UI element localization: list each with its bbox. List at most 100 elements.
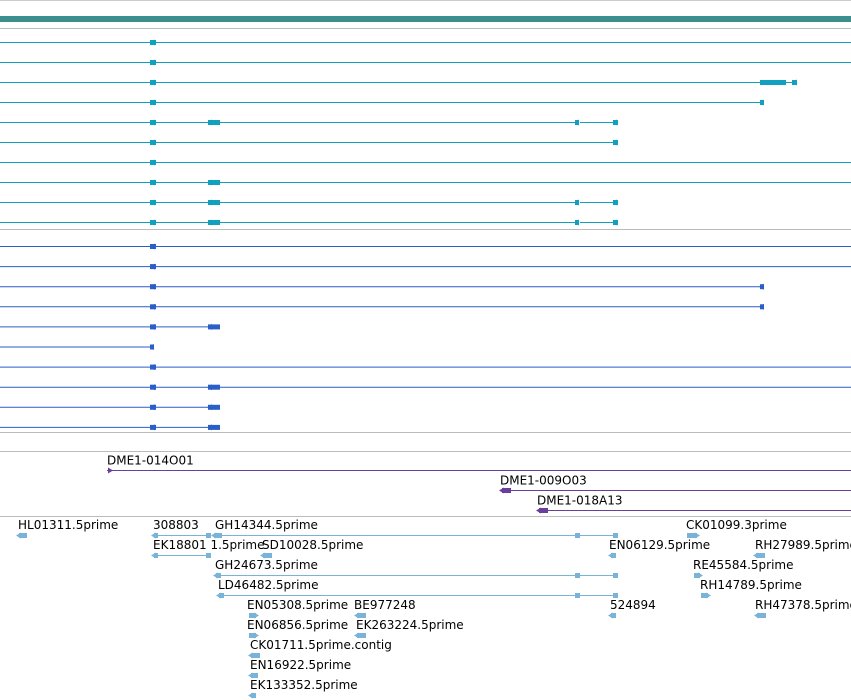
clone-feature[interactable]: DME1-009O03 [499,474,851,494]
strand-arrow-icon[interactable] [150,283,155,290]
est-block[interactable] [206,533,211,538]
strand-arrow-icon[interactable] [207,384,212,391]
est-block[interactable] [575,573,580,578]
est-feature[interactable]: GH24673.5prime [213,558,618,579]
exon-block[interactable] [208,404,220,410]
est-feature[interactable]: BE977248 [354,598,416,619]
est-block[interactable] [19,533,27,538]
exon-block[interactable] [208,384,220,390]
est-feature[interactable]: RH47378.5prime [754,598,851,619]
transcript-row[interactable] [0,199,618,206]
transcript-row[interactable] [0,424,220,431]
strand-arrow-icon[interactable] [150,404,155,411]
strand-arrow-icon[interactable] [612,199,617,206]
transcript-row[interactable] [0,303,764,310]
strand-arrow-icon[interactable] [207,404,212,411]
transcript-row[interactable] [0,364,851,371]
strand-arrow-icon[interactable] [151,552,156,559]
est-feature[interactable]: CK01099.3prime [686,518,787,539]
est-block[interactable] [357,613,366,618]
est-label[interactable]: GH24673.5prime [215,558,318,572]
strand-arrow-icon[interactable] [207,323,212,330]
est-block[interactable] [613,573,618,578]
est-feature[interactable]: EN06856.5prime [247,618,348,639]
strand-arrow-icon[interactable] [150,59,155,66]
strand-arrow-icon[interactable] [698,572,703,579]
est-feature[interactable]: EK18801 1.5prime [151,538,264,559]
est-label[interactable]: EN06856.5prime [247,618,348,632]
est-feature[interactable]: EN06129.5prime [608,538,710,559]
est-block[interactable] [613,593,618,598]
transcript-row[interactable] [0,139,618,146]
strand-arrow-icon[interactable] [150,263,155,270]
strand-arrow-icon[interactable] [150,159,155,166]
strand-arrow-icon[interactable] [108,467,113,474]
est-feature[interactable]: EK263224.5prime [354,618,464,639]
transcript-row[interactable] [0,384,851,391]
est-feature[interactable]: SD10028.5prime [260,538,363,559]
strand-arrow-icon[interactable] [536,507,541,514]
strand-arrow-icon[interactable] [16,532,21,539]
transcript-row[interactable] [0,39,851,46]
est-block[interactable] [263,553,272,558]
est-label[interactable]: HL01311.5prime [18,518,118,532]
est-label[interactable]: EN06129.5prime [609,538,710,552]
transcript-row[interactable] [0,263,851,270]
strand-arrow-icon[interactable] [150,219,155,226]
exon-block[interactable] [208,220,220,225]
est-label[interactable]: RH47378.5prime [755,598,851,612]
strand-arrow-icon[interactable] [150,323,155,330]
clone-end-block[interactable] [502,488,511,493]
est-block[interactable] [613,533,618,538]
strand-arrow-icon[interactable] [612,219,617,226]
strand-arrow-icon[interactable] [207,219,212,226]
est-feature[interactable]: LD46482.5prime [216,578,618,599]
strand-arrow-icon[interactable] [150,424,155,431]
est-block[interactable] [575,593,580,598]
strand-arrow-icon[interactable] [248,692,253,699]
est-label[interactable]: RH14789.5prime [700,578,802,592]
clone-label[interactable]: DME1-009O03 [500,474,587,488]
clone-label[interactable]: DME1-014O01 [107,454,194,468]
strand-arrow-icon[interactable] [354,632,359,639]
transcript-row[interactable] [0,219,618,226]
exon-block[interactable] [208,324,220,330]
est-label[interactable]: RH27989.5prime [755,538,851,552]
strand-arrow-icon[interactable] [151,532,156,539]
strand-arrow-icon[interactable] [759,99,764,106]
strand-arrow-icon[interactable] [248,672,253,679]
strand-arrow-icon[interactable] [150,364,155,371]
est-block[interactable] [701,593,708,598]
est-label[interactable]: CK01711.5prime.contig [250,638,392,652]
transcript-row[interactable] [0,159,851,166]
transcript-row[interactable] [0,283,764,290]
strand-arrow-icon[interactable] [207,179,212,186]
transcript-row[interactable] [0,59,851,66]
clone-feature[interactable]: DME1-014O01 [107,454,851,474]
transcript-row[interactable] [0,243,851,250]
transcript-row[interactable] [0,404,220,411]
strand-arrow-icon[interactable] [216,592,221,599]
strand-arrow-icon[interactable] [260,552,265,559]
strand-arrow-icon[interactable] [150,139,155,146]
exon-block[interactable] [208,424,220,430]
est-label[interactable]: 308803 [153,518,199,532]
strand-arrow-icon[interactable] [792,79,797,86]
strand-arrow-icon[interactable] [753,552,758,559]
est-label[interactable]: BE977248 [354,598,416,612]
exon-block[interactable] [208,120,220,125]
est-feature[interactable]: RH14789.5prime [700,578,802,599]
est-feature[interactable]: GH14344.5prime [211,518,618,539]
est-block[interactable] [216,573,221,578]
strand-arrow-icon[interactable] [150,99,155,106]
est-block[interactable] [251,693,256,698]
est-feature[interactable]: CK01711.5prime.contig [248,638,392,659]
strand-arrow-icon[interactable] [254,612,259,619]
est-label[interactable]: EK18801 1.5prime [153,538,264,552]
strand-arrow-icon[interactable] [207,119,212,126]
strand-arrow-icon[interactable] [354,612,359,619]
strand-arrow-icon[interactable] [150,243,155,250]
transcript-row[interactable] [0,179,851,186]
est-feature[interactable]: HL01311.5prime [16,518,118,539]
strand-arrow-icon[interactable] [150,199,155,206]
